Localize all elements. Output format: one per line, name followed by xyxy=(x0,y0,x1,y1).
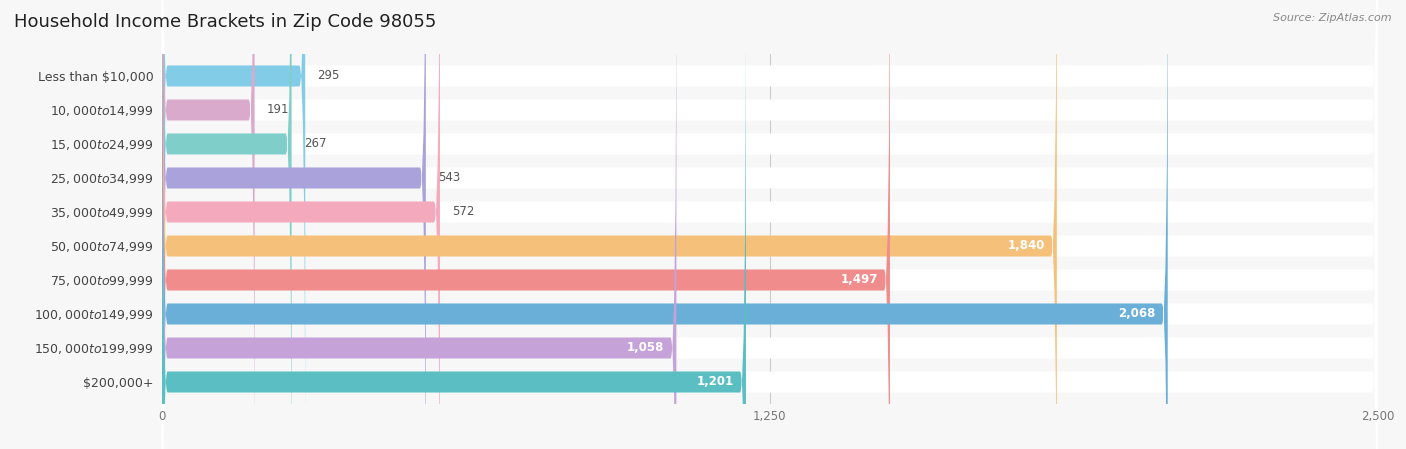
FancyBboxPatch shape xyxy=(162,0,1057,449)
FancyBboxPatch shape xyxy=(162,0,1168,449)
Text: Source: ZipAtlas.com: Source: ZipAtlas.com xyxy=(1274,13,1392,23)
Text: 572: 572 xyxy=(453,206,474,219)
Text: 1,058: 1,058 xyxy=(627,342,664,355)
Text: 1,840: 1,840 xyxy=(1007,239,1045,252)
FancyBboxPatch shape xyxy=(162,0,1378,449)
FancyBboxPatch shape xyxy=(162,0,1378,449)
Text: 1,497: 1,497 xyxy=(841,273,877,286)
FancyBboxPatch shape xyxy=(162,0,1378,449)
FancyBboxPatch shape xyxy=(162,0,291,449)
FancyBboxPatch shape xyxy=(162,0,1378,449)
Text: 295: 295 xyxy=(318,70,340,83)
Text: Household Income Brackets in Zip Code 98055: Household Income Brackets in Zip Code 98… xyxy=(14,13,436,31)
FancyBboxPatch shape xyxy=(162,0,1378,449)
FancyBboxPatch shape xyxy=(162,0,254,449)
FancyBboxPatch shape xyxy=(162,0,1378,449)
FancyBboxPatch shape xyxy=(162,0,426,449)
Text: 2,068: 2,068 xyxy=(1118,308,1156,321)
FancyBboxPatch shape xyxy=(162,0,1378,449)
FancyBboxPatch shape xyxy=(162,0,305,449)
FancyBboxPatch shape xyxy=(162,0,1378,449)
Text: 543: 543 xyxy=(439,172,460,185)
Text: 1,201: 1,201 xyxy=(696,375,734,388)
FancyBboxPatch shape xyxy=(162,0,676,449)
FancyBboxPatch shape xyxy=(162,0,747,449)
Text: 267: 267 xyxy=(304,137,326,150)
FancyBboxPatch shape xyxy=(162,0,1378,449)
FancyBboxPatch shape xyxy=(162,0,890,449)
FancyBboxPatch shape xyxy=(162,0,440,449)
Text: 191: 191 xyxy=(267,103,290,116)
FancyBboxPatch shape xyxy=(162,0,1378,449)
